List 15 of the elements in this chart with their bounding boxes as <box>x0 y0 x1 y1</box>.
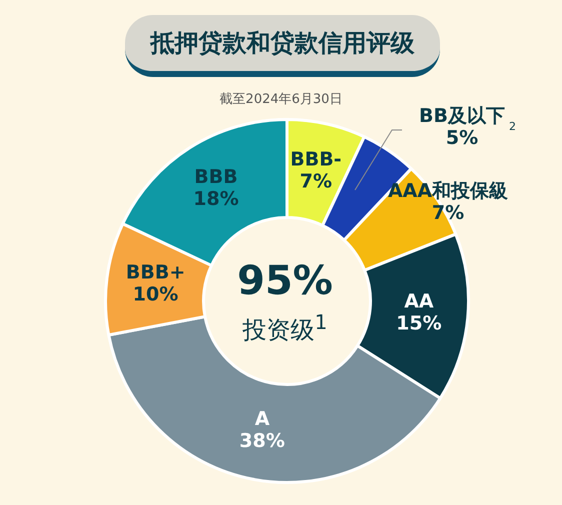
data-label: 10% <box>132 283 178 306</box>
slice-label: AAA和投保級 <box>388 180 508 202</box>
text: 投资级$^{1}$ <box>242 310 328 346</box>
slice-label: AA <box>404 290 434 312</box>
slice-label: BBB+ <box>126 261 186 284</box>
data-label: 7% <box>300 170 332 193</box>
slice-label: A <box>254 408 270 430</box>
data-label: 38% <box>239 430 285 452</box>
chart-subtitle: 截至2024年6月30日 <box>220 92 342 107</box>
slice-label: BBB- <box>290 148 342 171</box>
data-label: 15% <box>396 312 442 334</box>
chart-title: 抵押贷款和贷款信用评级 <box>125 15 440 77</box>
slice-label: BBB <box>194 166 238 188</box>
text: 95% <box>236 258 334 304</box>
data-label: 18% <box>193 188 239 210</box>
